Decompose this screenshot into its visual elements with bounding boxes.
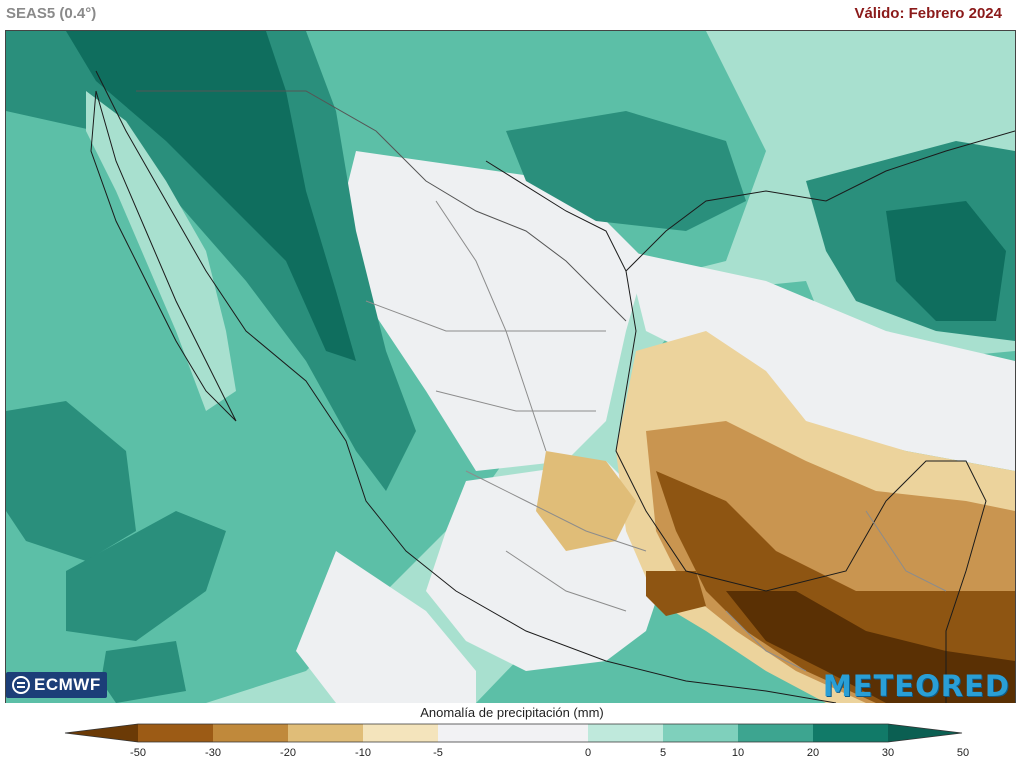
anomaly-band-darkest-teal-nw — [66, 31, 356, 361]
coastline-mexico-pacific — [95, 70, 837, 703]
legend-swatch — [138, 724, 214, 742]
legend-swatch — [288, 724, 364, 742]
anomaly-band-brown — [656, 471, 1015, 703]
legend-tick-label: -20 — [280, 747, 296, 759]
coastline-texas-louisiana — [625, 130, 1015, 272]
ecmwf-mark-icon — [12, 676, 30, 694]
legend-tick-label: -30 — [205, 747, 221, 759]
legend-outline — [64, 723, 963, 743]
legend-swatch — [663, 724, 739, 742]
coastline-baja — [90, 90, 237, 422]
anomaly-band-neutral-north — [336, 151, 646, 471]
ecmwf-logo-text: ECMWF — [34, 675, 101, 694]
legend-tick-label: -10 — [355, 747, 371, 759]
legend-swatch — [513, 724, 589, 742]
legend-tick-label: 50 — [956, 747, 970, 759]
legend: Anomalía de precipitación (mm) -50 -30 -20… — [0, 703, 1024, 764]
anomaly-band-deep-teal-tx — [506, 111, 746, 231]
legend-tick-label: 20 — [806, 747, 820, 759]
anomaly-band-neutral-pacific — [296, 551, 476, 703]
anomaly-band-darkest-teal-gulf — [886, 201, 1006, 321]
valid-date-label: Válido: Febrero 2024 — [854, 5, 1002, 22]
anomaly-band-tan-central — [536, 451, 636, 551]
legend-swatch — [588, 724, 664, 742]
legend-swatch — [363, 724, 439, 742]
legend-arrow-low — [65, 724, 138, 742]
border-us-mexico — [136, 90, 627, 322]
meteored-logo: METEORED — [822, 669, 1010, 703]
legend-tick-label: -50 — [130, 747, 146, 759]
legend-swatch — [738, 724, 814, 742]
state-borders — [365, 200, 947, 672]
anomaly-band-deep-teal-nw — [6, 31, 416, 491]
legend-tick-label: 5 — [659, 747, 667, 759]
legend-swatch — [813, 724, 889, 742]
legend-tick-label: 30 — [881, 747, 895, 759]
anomaly-band-deep-teal-pacific-3 — [101, 641, 186, 703]
anomaly-band-dark-brown — [726, 591, 1015, 703]
legend-arrow-high — [888, 724, 962, 742]
coastline-gulf — [485, 160, 987, 703]
anomaly-band-neutral-gulf — [626, 251, 1015, 471]
header: SEAS5 (0.4°) Válido: Febrero 2024 — [0, 0, 1024, 30]
legend-tick-label: 10 — [731, 747, 745, 759]
anomaly-band-deep-teal-pacific-1 — [6, 401, 136, 561]
legend-swatch — [438, 724, 514, 742]
legend-title: Anomalía de precipitación (mm) — [420, 705, 604, 720]
legend-tick-label: 0 — [584, 747, 592, 759]
anomaly-band-brown-spot — [646, 571, 706, 616]
legend-tick-label: -5 — [433, 747, 443, 759]
model-label: SEAS5 (0.4°) — [6, 5, 97, 22]
anomaly-band-light-bc — [86, 91, 236, 411]
legend-swatch — [213, 724, 289, 742]
ecmwf-logo: ECMWF — [6, 672, 107, 698]
anomaly-band-deep-teal-pacific-2 — [66, 511, 226, 641]
precipitation-anomaly-map[interactable] — [5, 30, 1016, 704]
legend-colorbar — [64, 723, 963, 743]
